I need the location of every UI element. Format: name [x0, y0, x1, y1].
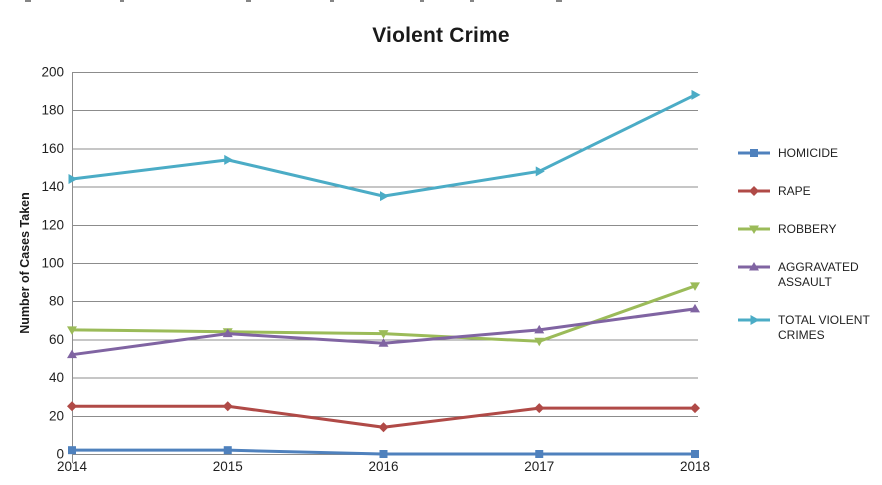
y-tick-label: 120: [41, 217, 64, 232]
x-tick-label: 2014: [57, 459, 88, 474]
legend-marker-aggravated-assault: [749, 262, 759, 271]
y-tick-label: 80: [49, 294, 64, 309]
x-tick-label: 2017: [524, 459, 554, 474]
y-tick-label: 40: [49, 370, 64, 385]
marker-total-violent-crimes: [380, 191, 389, 202]
legend-swatch-triangle-down-icon: [738, 225, 770, 234]
legend-label: AGGRAVATED ASSAULT: [778, 260, 859, 289]
chart-title: Violent Crime: [372, 24, 510, 47]
marker-robbery: [67, 326, 77, 335]
legend-swatch-diamond-icon: [738, 186, 770, 196]
marker-total-violent-crimes: [535, 166, 545, 177]
marker-total-violent-crimes: [691, 89, 701, 100]
legend-marker-homicide: [750, 149, 758, 157]
legend-item-total-violent-crimes: TOTAL VIOLENT CRIMES: [737, 313, 882, 343]
marker-total-violent-crimes: [224, 154, 234, 165]
marker-total-violent-crimes: [68, 173, 78, 184]
legend-item-robbery: ROBBERY: [737, 222, 882, 237]
marker-homicide: [223, 446, 232, 455]
y-tick-label: 140: [41, 179, 64, 194]
legend: HOMICIDE RAPE ROBBERY AGGRAVATED ASSAULT TOT…: [737, 146, 882, 343]
x-tick-label: 2016: [368, 459, 398, 474]
marker-homicide: [68, 446, 76, 455]
legend-item-homicide: HOMICIDE: [737, 146, 882, 161]
y-tick-label: 60: [49, 332, 64, 347]
y-tick-label: 180: [41, 103, 64, 118]
marker-robbery: [378, 330, 389, 339]
y-tick-label: 160: [41, 141, 64, 156]
marker-homicide: [691, 450, 699, 458]
marker-aggravated-assault: [67, 349, 77, 359]
legend-swatch-triangle-up-icon: [738, 262, 770, 271]
marker-rape: [378, 422, 389, 433]
marker-aggravated-assault: [222, 328, 233, 338]
marker-homicide: [535, 450, 544, 458]
marker-homicide: [379, 450, 388, 458]
y-tick-label: 20: [49, 408, 64, 423]
marker-rape: [690, 403, 700, 414]
legend-label: ROBBERY: [778, 222, 837, 236]
marker-robbery: [690, 282, 700, 291]
x-tick-label: 2018: [680, 459, 710, 474]
legend-label: TOTAL VIOLENT CRIMES: [778, 313, 870, 342]
y-tick-label: 0: [56, 447, 64, 462]
marker-rape: [67, 401, 77, 412]
marker-robbery: [534, 337, 545, 347]
legend-swatch-triangle-right-icon: [738, 315, 770, 325]
legend-label: HOMICIDE: [778, 146, 838, 160]
marker-aggravated-assault: [378, 338, 389, 347]
x-tick-label: 2015: [213, 459, 243, 474]
legend-swatch-square-icon: [738, 149, 770, 157]
marker-rape: [534, 403, 545, 414]
y-tick-label: 200: [41, 65, 64, 80]
legend-marker-rape: [749, 186, 759, 196]
legend-label: RAPE: [778, 184, 811, 198]
marker-rape: [222, 401, 233, 412]
legend-marker-total-violent-crimes: [750, 315, 760, 325]
marker-aggravated-assault: [534, 324, 545, 334]
marker-aggravated-assault: [690, 303, 700, 313]
y-tick-label: 100: [41, 256, 64, 271]
legend-item-rape: RAPE: [737, 184, 882, 199]
legend-marker-robbery: [749, 225, 759, 234]
legend-item-aggravated-assault: AGGRAVATED ASSAULT: [737, 260, 882, 290]
series-line-total-violent-crimes: [70, 93, 697, 198]
